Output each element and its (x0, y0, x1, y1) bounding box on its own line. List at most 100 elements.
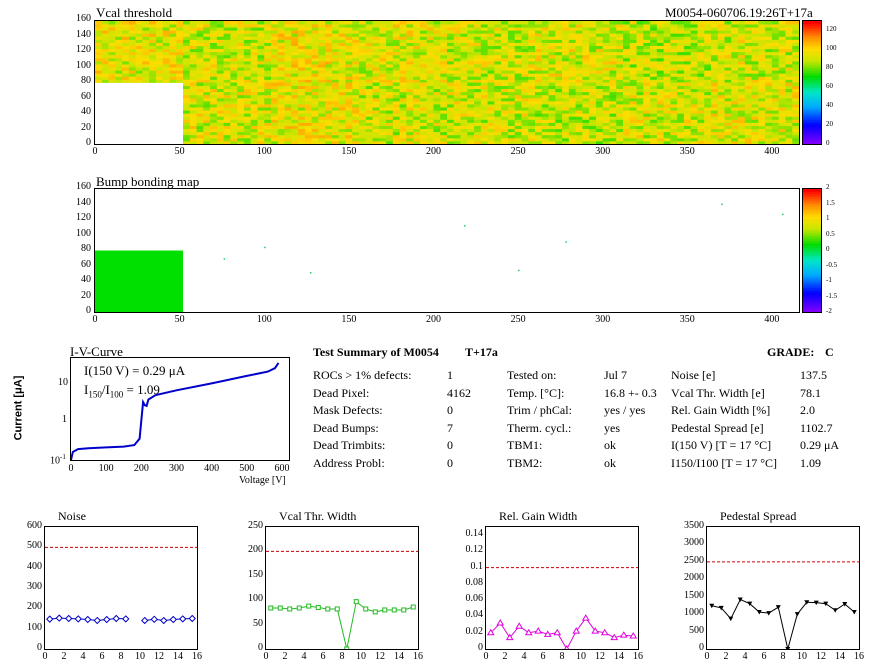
colorbar-band (803, 277, 821, 281)
colorbar2-tick: 2 (826, 183, 830, 191)
small-plot-xtick: 12 (595, 651, 605, 662)
summary-value: 1102.7 (800, 420, 833, 435)
colorbar-band (803, 57, 821, 61)
small-plot-ytick: 0.14 (465, 528, 484, 540)
colorbar-band (803, 114, 821, 118)
colorbar-band (803, 77, 821, 81)
iv-xtick: 500 (239, 463, 255, 474)
colorbar-band (803, 107, 821, 111)
iv-curve-chart (71, 362, 280, 460)
data-point (785, 647, 791, 649)
map2-xtick: 150 (341, 314, 357, 325)
data-point (401, 607, 407, 613)
colorbar-band (803, 121, 821, 125)
vcal-colorbar-gradient (803, 21, 821, 144)
small-plot-xtick: 4 (521, 651, 527, 662)
map1-ytick: 140 (76, 28, 91, 40)
small-plot-ytick: 0 (699, 642, 704, 653)
map1-ytick: 80 (81, 75, 91, 86)
data-point (747, 601, 753, 607)
small-plot-ytick: 2500 (684, 554, 704, 566)
colorbar-band (803, 235, 821, 239)
data-point (832, 608, 838, 613)
small-plot-ytick: 0.12 (465, 544, 484, 556)
grade-label: GRADE: (767, 345, 815, 359)
roc-tile (271, 21, 360, 83)
colorbar-band (803, 40, 821, 44)
colorbar-band (803, 211, 821, 215)
summary-value: 137.5 (800, 368, 827, 382)
iv-xtick: 600 (274, 463, 290, 474)
data-point (766, 611, 772, 616)
summary-label: Dead Trimbits: (313, 438, 386, 452)
colorbar-band (803, 213, 821, 217)
colorbar-band (803, 240, 821, 244)
small-plot-xtick: 8 (339, 651, 345, 662)
colorbar-band (803, 60, 821, 64)
summary-label: TBM2: (507, 455, 543, 470)
colorbar-band (803, 206, 821, 210)
map1-xtick: 100 (256, 146, 272, 157)
data-point (344, 646, 350, 649)
dead-bump-point (782, 213, 784, 216)
colorbar-band (803, 134, 821, 138)
iv-ytick-base: 10 (50, 455, 60, 467)
colorbar-band (803, 55, 821, 59)
data-point (619, 631, 628, 638)
map2-xtick: 300 (595, 314, 611, 325)
summary-value: 1 (447, 368, 453, 382)
roc-tile (711, 82, 799, 144)
colorbar-band (803, 35, 821, 39)
summary-label: Therm. cycl.: (507, 420, 572, 435)
map1-xtick: 200 (425, 146, 441, 157)
colorbar1-tick: 80 (826, 62, 833, 71)
data-point (363, 606, 369, 612)
iv-x-axis-label: Voltage [V] (239, 475, 286, 486)
small-plot (706, 526, 860, 650)
map2-xtick: 350 (679, 314, 695, 325)
small-plot-ytick: 3000 (684, 537, 704, 549)
iv-ytick-exp: -1 (60, 453, 66, 461)
data-point (150, 615, 158, 624)
data-point (775, 605, 781, 610)
small-plot-xtick: 10 (356, 651, 366, 662)
map2-xtick: 200 (425, 314, 441, 325)
data-point (103, 615, 111, 624)
small-plot-ytick: 100 (27, 621, 42, 633)
map2-ytick: 20 (81, 289, 91, 301)
data-point (141, 616, 149, 625)
colorbar-band (803, 116, 821, 120)
data-point (709, 603, 715, 609)
dead-bump-point (565, 241, 567, 243)
small-plot-title: Pedestal Spread (720, 509, 797, 523)
colorbar-band (803, 267, 821, 271)
small-plot-title: Rel. Gain Width (499, 509, 578, 523)
colorbar-band (803, 87, 821, 91)
small-plot (44, 526, 198, 650)
data-point (74, 615, 82, 623)
summary-temp-tag: T+17a (465, 345, 498, 359)
iv-xtick: 0 (68, 463, 74, 474)
colorbar-band (803, 255, 821, 259)
colorbar-band (803, 252, 821, 256)
small-plot-ytick: 250 (248, 520, 263, 531)
colorbar-band (803, 67, 821, 71)
data-point (84, 615, 92, 624)
data-point (179, 615, 187, 623)
data-point (122, 615, 130, 623)
data-point (794, 612, 800, 617)
colorbar-band (803, 94, 821, 98)
roc-tile (183, 82, 272, 144)
data-point (160, 616, 168, 625)
colorbar-band (803, 43, 821, 47)
small-plot-xtick: 0 (483, 651, 489, 662)
small-plot-ytick: 0.04 (465, 609, 484, 621)
data-point (287, 606, 293, 612)
colorbar-band (803, 141, 821, 144)
iv-title: I-V-Curve (70, 344, 123, 359)
map1-ytick: 120 (76, 44, 91, 55)
small-plot-xtick: 4 (301, 651, 307, 662)
small-plot-xtick: 8 (559, 651, 565, 662)
small-plot-ytick: 0 (258, 642, 263, 653)
colorbar1-tick: 40 (826, 100, 833, 109)
